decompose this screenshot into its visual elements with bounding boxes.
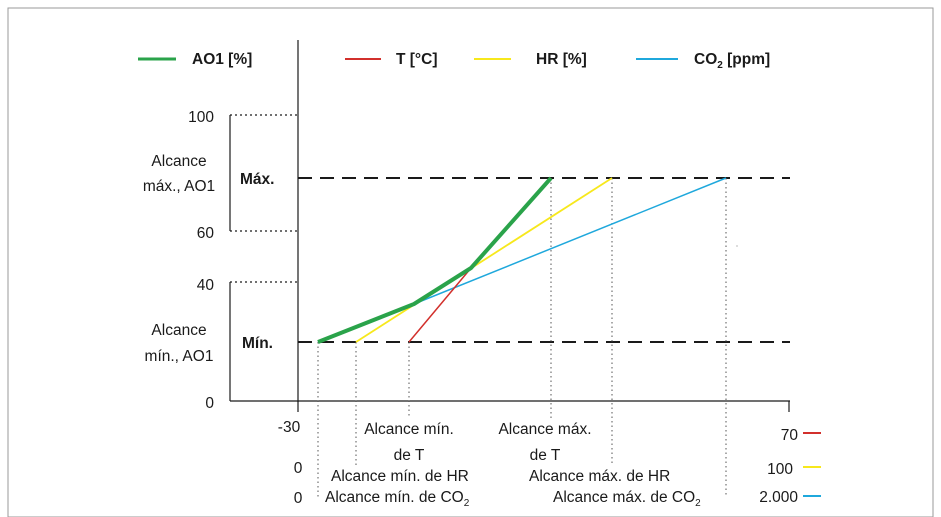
x-min-hr-label: 0 <box>294 460 303 477</box>
x-max-t-label: 70 <box>781 427 799 444</box>
co2-max-annotation: Alcance máx. de CO2 <box>553 489 701 509</box>
ao1-line <box>317 176 553 344</box>
min-level-label: Mín. <box>242 335 273 352</box>
min-range-label-line2: mín., AO1 <box>145 348 214 365</box>
max-range-label-line2: máx., AO1 <box>143 178 215 195</box>
y-tick-0: 0 <box>205 395 214 412</box>
x-min-co2-label: 0 <box>294 490 303 507</box>
y-tick-40: 40 <box>197 277 215 294</box>
max-range-label-line1: Alcance <box>151 153 206 170</box>
hr-min-annotation: Alcance mín. de HR <box>331 468 469 485</box>
legend-hr-label: HR [%] <box>536 51 587 68</box>
t-min-annotation-line1: Alcance mín. <box>364 421 454 438</box>
legend-co2-label: CO2 [ppm] <box>694 51 770 71</box>
hr-line <box>355 177 613 343</box>
max-level-label: Máx. <box>240 171 274 188</box>
x-max-hr-label: 100 <box>767 461 793 478</box>
y-tick-100: 100 <box>188 109 214 126</box>
t-max-annotation-line1: Alcance máx. <box>498 421 591 438</box>
x-max-co2-label: 2.000 <box>759 489 798 506</box>
co2-min-annotation: Alcance mín. de CO2 <box>325 489 470 509</box>
t-max-annotation-line2: de T <box>530 447 561 464</box>
legend: AO1 [%] T [°C] HR [%] CO2 [ppm] <box>138 51 770 71</box>
legend-t-label: T [°C] <box>396 51 438 68</box>
legend-ao1-label: AO1 [%] <box>192 51 252 68</box>
y-tick-60: 60 <box>197 225 215 242</box>
x-min-t-label: -30 <box>278 419 301 436</box>
min-range-label-line1: Alcance <box>151 322 206 339</box>
hr-max-annotation: Alcance máx. de HR <box>529 468 670 485</box>
diagram-frame <box>7 7 934 517</box>
t-min-annotation-line2: de T <box>394 447 425 464</box>
